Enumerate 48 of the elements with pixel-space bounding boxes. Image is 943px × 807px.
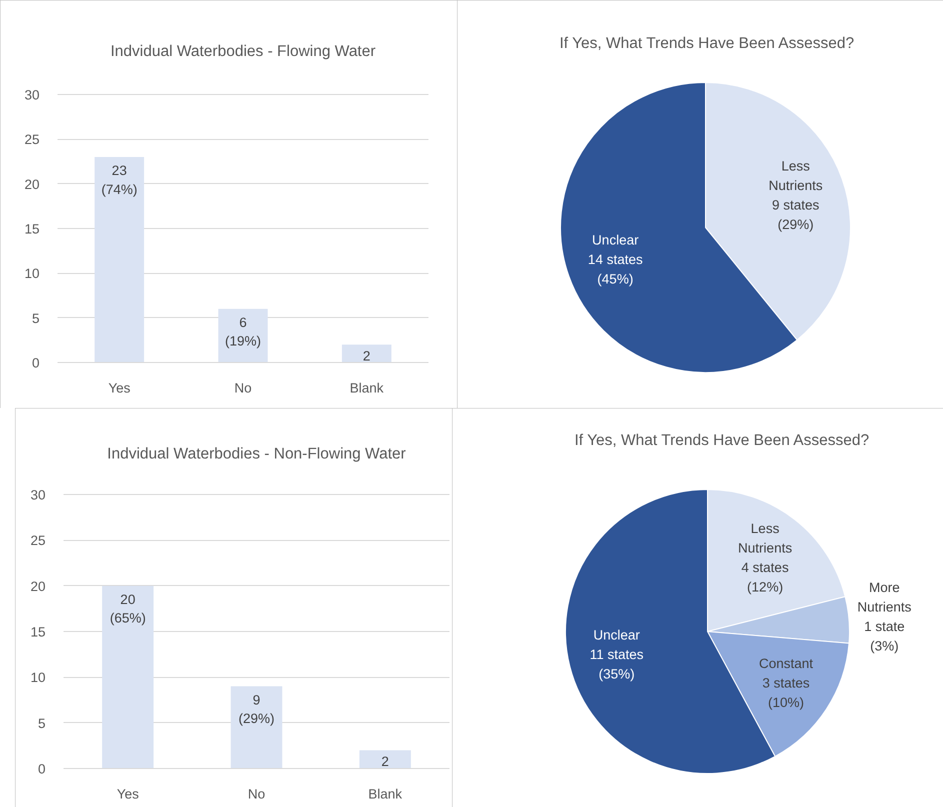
data-label: 2: [362, 348, 370, 364]
bar: [102, 586, 154, 768]
data-label: 11 states (35%): [590, 647, 644, 682]
chart-title: If Yes, What Trends Have Been Assessed?: [574, 432, 870, 449]
chart-title: Indvidual Waterbodies - Flowing Water: [110, 43, 376, 60]
y-tick-label: 20: [30, 578, 46, 594]
slice-label: Less Nutrients: [768, 158, 823, 194]
data-label: 20 (65%): [110, 592, 146, 626]
y-tick-label: 0: [32, 356, 40, 370]
data-label: 23 (74%): [101, 163, 138, 197]
slice-label: Less Nutrients: [738, 520, 792, 556]
slice-label: Unclear: [593, 628, 640, 643]
y-tick-label: 25: [30, 533, 46, 548]
y-tick-label: 30: [30, 488, 46, 502]
x-tick-label: Yes: [108, 380, 131, 396]
x-tick-label: No: [248, 786, 266, 802]
chart-title: Indvidual Waterbodies - Non-Flowing Water: [107, 446, 406, 462]
y-tick-label: 5: [32, 310, 40, 326]
y-tick-label: 0: [38, 762, 46, 776]
slice-label: Unclear: [592, 232, 640, 248]
chart-title: If Yes, What Trends Have Been Assessed?: [559, 35, 855, 52]
data-label: 9 (29%): [238, 692, 275, 726]
x-tick-label: Yes: [116, 786, 140, 802]
data-label: 4 states (12%): [741, 560, 789, 594]
data-label: 14 states (45%): [588, 252, 643, 287]
data-label: 2: [381, 754, 389, 770]
x-tick-label: Blank: [350, 380, 384, 396]
y-tick-label: 10: [24, 266, 40, 282]
bar: [359, 750, 411, 768]
x-tick-label: Blank: [368, 786, 402, 802]
y-tick-label: 15: [30, 624, 46, 640]
bar: [94, 157, 144, 362]
y-tick-label: 15: [24, 222, 40, 236]
y-tick-label: 25: [24, 132, 40, 148]
data-label: 1 state (3%): [864, 619, 905, 654]
bar: [218, 308, 268, 362]
y-tick-label: 20: [24, 176, 40, 192]
y-tick-label: 5: [38, 716, 46, 731]
data-label: 6 (19%): [224, 314, 262, 349]
bar: [230, 686, 282, 768]
y-tick-label: 30: [24, 88, 40, 102]
bar: [342, 344, 392, 362]
slice-label: More Nutrients: [857, 580, 912, 615]
data-label: 9 states (29%): [772, 198, 820, 232]
slice-label: Constant: [758, 656, 814, 671]
x-tick-label: No: [234, 380, 252, 396]
y-tick-label: 10: [30, 670, 46, 686]
data-label: 3 states (10%): [762, 675, 810, 710]
